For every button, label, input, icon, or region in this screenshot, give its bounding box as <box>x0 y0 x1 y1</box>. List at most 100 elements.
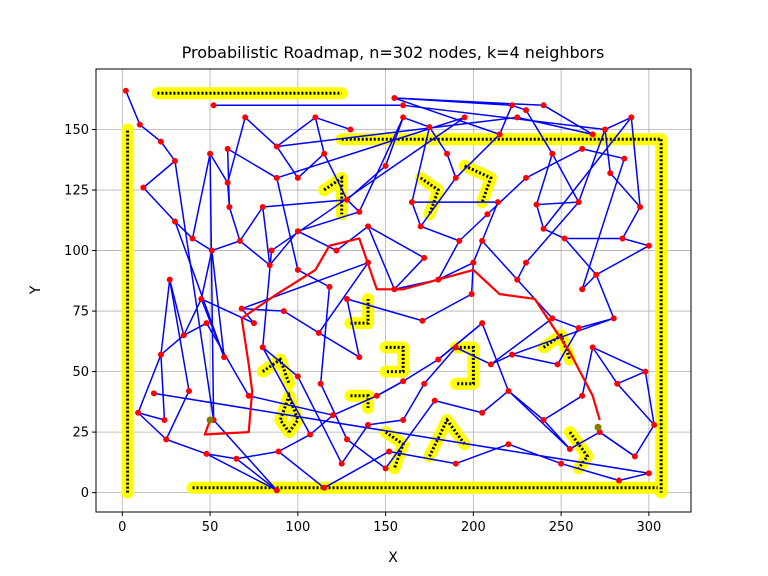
roadmap-edge <box>394 97 500 136</box>
roadmap-edge <box>543 228 565 240</box>
roadmap-edge <box>434 399 483 414</box>
roadmap-node <box>400 114 407 121</box>
roadmap-edge <box>323 450 390 489</box>
roadmap-node <box>224 179 231 186</box>
roadmap-node <box>343 295 350 302</box>
roadmap-edge <box>511 317 615 356</box>
y-axis-label: Y <box>28 285 44 295</box>
y-tick-label: 50 <box>72 365 89 380</box>
roadmap-node <box>180 332 187 339</box>
chart-title: Probabilistic Roadmap, n=302 nodes, k=4 … <box>182 43 605 62</box>
tick-layer: 0 50 100 150 200 250 300 0 25 50 75 100 125 150 <box>64 123 661 535</box>
x-tick-label: 50 <box>202 520 219 535</box>
roadmap-node <box>479 409 486 416</box>
roadmap-node <box>245 392 252 399</box>
roadmap-edge <box>422 293 472 322</box>
roadmap-node <box>579 392 586 399</box>
roadmap-node <box>321 150 328 157</box>
roadmap-edge <box>297 269 330 288</box>
roadmap-edge <box>206 453 278 491</box>
roadmap-edge <box>209 153 229 184</box>
roadmap-edge <box>226 117 246 183</box>
roadmap-node <box>540 225 547 232</box>
roadmap-node <box>236 237 243 244</box>
roadmap-edge <box>634 424 655 457</box>
roadmap-edge <box>455 133 501 179</box>
roadmap-node <box>589 131 596 138</box>
roadmap-edge <box>543 395 583 421</box>
roadmap-edge <box>609 172 641 208</box>
roadmap-edge <box>336 225 369 252</box>
roadmap-node <box>329 412 336 419</box>
roadmap-node <box>566 446 573 453</box>
roadmap-edge <box>507 390 571 450</box>
roadmap-node <box>421 380 428 387</box>
roadmap-edge <box>388 450 456 465</box>
roadmap-edge <box>411 201 422 227</box>
roadmap-node <box>419 317 426 324</box>
roadmap-node <box>610 315 617 322</box>
roadmap-node <box>421 254 428 261</box>
roadmap-node <box>157 138 164 145</box>
roadmap-edge <box>581 274 597 290</box>
roadmap-node <box>523 174 530 181</box>
roadmap-edge <box>235 458 278 491</box>
roadmap-node <box>479 320 486 327</box>
y-tick-label: 0 <box>81 486 89 501</box>
roadmap-edge <box>394 97 513 107</box>
roadmap-node <box>628 114 635 121</box>
roadmap-edge <box>174 220 194 239</box>
edge-layer <box>125 90 655 491</box>
obstacle-inner-2 <box>385 345 405 374</box>
roadmap-node <box>307 431 314 438</box>
roadmap-edge <box>346 438 387 470</box>
path-layer <box>203 237 601 436</box>
roadmap-node <box>651 421 658 428</box>
x-tick-label: 200 <box>461 520 486 535</box>
roadmap-node <box>514 276 521 283</box>
roadmap-node <box>382 162 389 169</box>
roadmap-node <box>203 450 210 457</box>
roadmap-edge <box>241 308 255 324</box>
roadmap-node <box>431 397 438 404</box>
roadmap-node <box>280 308 287 315</box>
roadmap-edge <box>244 116 278 148</box>
roadmap-node <box>470 259 477 266</box>
roadmap-edge <box>437 322 483 361</box>
roadmap-edge <box>423 346 457 385</box>
roadmap-node <box>161 417 168 424</box>
roadmap-edge <box>314 117 325 154</box>
roadmap-node <box>426 124 433 131</box>
y-tick-label: 75 <box>72 305 89 320</box>
node-layer <box>122 87 658 494</box>
roadmap-node <box>122 87 129 94</box>
roadmap-edge <box>139 124 162 143</box>
roadmap-node <box>554 361 561 368</box>
roadmap-edge <box>367 419 404 426</box>
roadmap-edge <box>393 257 425 290</box>
roadmap-node <box>203 320 210 327</box>
roadmap-edge <box>481 240 518 281</box>
roadmap-edge <box>595 274 615 319</box>
roadmap-node <box>157 351 164 358</box>
roadmap-edge <box>168 279 190 392</box>
roadmap-node <box>514 114 521 121</box>
roadmap-edge <box>358 117 404 213</box>
roadmap-node <box>435 276 442 283</box>
roadmap-edge <box>205 322 250 397</box>
roadmap-edge <box>481 201 499 242</box>
roadmap-edge <box>481 322 510 392</box>
roadmap-node <box>496 131 503 138</box>
roadmap-edge <box>581 158 626 290</box>
x-tick-label: 150 <box>373 520 398 535</box>
roadmap-edge <box>616 383 655 426</box>
roadmap-node <box>589 344 596 351</box>
roadmap-node <box>558 460 565 467</box>
roadmap-edge <box>446 153 457 179</box>
roadmap-node <box>242 114 249 121</box>
start-point <box>206 416 214 424</box>
roadmap-edge <box>174 160 215 421</box>
roadmap-node <box>645 242 652 249</box>
roadmap-edge <box>319 286 331 384</box>
axes-frame <box>95 68 692 513</box>
